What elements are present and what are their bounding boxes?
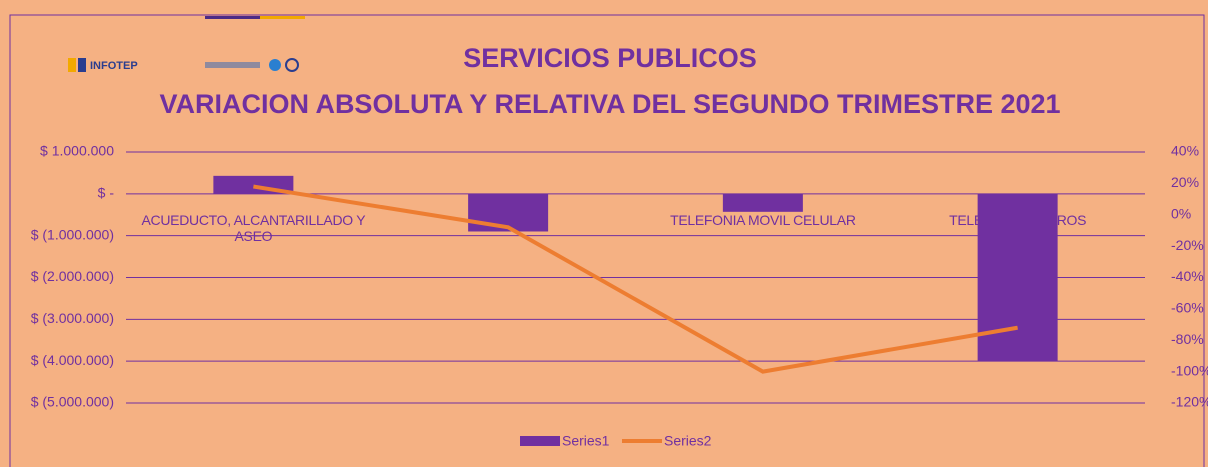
legend-label: Series2 — [664, 433, 712, 449]
y-tick-label: $ (4.000.000) — [31, 352, 114, 368]
y2-tick-label: -120% — [1171, 394, 1208, 410]
y-tick-label: $ (3.000.000) — [31, 310, 114, 326]
logo-bar — [205, 16, 260, 19]
y-tick-label: $ 1.000.000 — [40, 143, 114, 159]
chart-subtitle: VARIACION ABSOLUTA Y RELATIVA DEL SEGUND… — [159, 89, 1060, 119]
bar — [977, 193, 1058, 362]
legend-swatch — [520, 436, 560, 446]
y2-tick-label: 20% — [1171, 174, 1199, 190]
y2-tick-label: 40% — [1171, 143, 1199, 159]
line — [253, 184, 1018, 374]
logo-bar — [260, 16, 305, 19]
y2-tick-label: -100% — [1171, 362, 1208, 378]
y-tick-label: $ (5.000.000) — [31, 394, 114, 410]
x-tick-label: TELEFONIA MOVIL CELULAR — [670, 211, 856, 228]
y2-tick-label: -20% — [1171, 237, 1204, 253]
bar — [468, 193, 549, 232]
legend-label: Series1 — [562, 433, 610, 449]
y-tick-label: $ (1.000.000) — [31, 226, 114, 242]
y2-tick-label: -80% — [1171, 331, 1204, 347]
logo: INFOTEP — [68, 58, 299, 72]
chart-title: SERVICIOS PUBLICOS — [463, 43, 757, 73]
y2-tick-label: -60% — [1171, 300, 1204, 316]
logo-text: INFOTEP — [90, 60, 138, 72]
y-tick-label: $ - — [98, 185, 115, 201]
bar — [722, 193, 803, 212]
frame — [9, 14, 1205, 467]
y2-tick-label: 0% — [1171, 205, 1191, 221]
y-tick-label: $ (2.000.000) — [31, 268, 114, 284]
y2-tick-label: -40% — [1171, 268, 1204, 284]
